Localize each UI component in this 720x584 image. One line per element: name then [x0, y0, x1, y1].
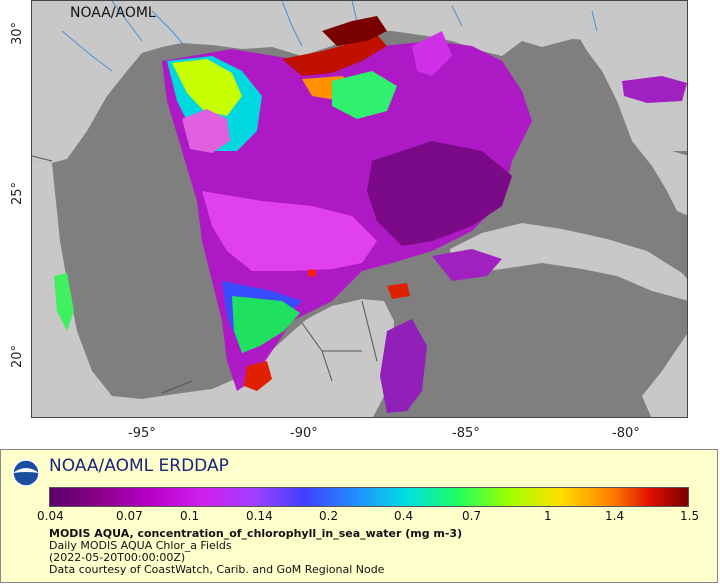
legend-title: NOAA/AOML ERDDAP — [49, 456, 229, 476]
colorbar-tick: 0.2 — [319, 509, 339, 523]
cuba-land — [450, 223, 687, 301]
chl-green-band — [232, 296, 300, 353]
chl-patch-east — [622, 76, 687, 103]
chlorophyll-map — [32, 1, 687, 417]
legend-panel: NOAA/AOML ERDDAP 0.04 0.07 0.1 0.14 0.2 … — [0, 449, 718, 583]
map-panel: NOAA/AOML — [31, 0, 688, 418]
colorbar-tick: 1.4 — [605, 509, 625, 523]
colorbar-tick: 0.7 — [462, 509, 482, 523]
lon-tick-95: -95° — [128, 426, 156, 441]
map-credit: NOAA/AOML — [70, 5, 156, 21]
colorbar-tick: 0.07 — [116, 509, 143, 523]
lat-tick-20: 20° — [10, 345, 25, 369]
legend-date-line: (2022-05-20T00:00:00Z) — [49, 551, 186, 564]
colorbar-tick: 0.4 — [394, 509, 414, 523]
colorbar-tick: 0.14 — [246, 509, 273, 523]
colorbar-tick: 1.5 — [680, 509, 700, 523]
lon-tick-90: -90° — [290, 426, 318, 441]
chl-green-west — [54, 273, 74, 331]
colorbar — [49, 487, 689, 507]
noaa-logo-icon — [12, 459, 40, 487]
chl-red-campeche — [387, 283, 410, 299]
chl-loop-eddy — [182, 109, 230, 153]
chl-magenta-east — [412, 31, 452, 76]
yucatan-land — [262, 299, 394, 417]
chl-point-red — [308, 269, 316, 277]
legend-credit-line: Data courtesy of CoastWatch, Carib. and … — [49, 563, 385, 576]
chl-green-north — [332, 71, 397, 119]
chl-darkred-delta — [322, 16, 387, 46]
legend-variable-line: MODIS AQUA, concentration_of_chlorophyll… — [49, 527, 463, 540]
chl-red-yucatan — [244, 361, 272, 391]
chl-patch-caribbean — [380, 319, 427, 413]
colorbar-tick: 0.04 — [37, 509, 64, 523]
chl-deep-purple — [367, 141, 512, 246]
us-land — [32, 1, 687, 163]
florida-land — [580, 31, 687, 216]
colorbar-tick: 1 — [544, 509, 552, 523]
caribbean-land — [642, 333, 687, 417]
colorbar-tick: 0.1 — [180, 509, 200, 523]
legend-dataset-line: Daily MODIS AQUA Chlor_a Fields — [49, 539, 232, 552]
chl-yellow-north — [172, 59, 242, 116]
chl-patch-cuba — [432, 249, 502, 281]
lat-tick-25: 25° — [10, 182, 25, 206]
chl-magenta-core — [202, 191, 377, 271]
lat-tick-30: 30° — [10, 22, 25, 46]
lon-tick-80: -80° — [612, 426, 640, 441]
border-line — [32, 155, 378, 394]
lon-tick-85: -85° — [452, 426, 480, 441]
